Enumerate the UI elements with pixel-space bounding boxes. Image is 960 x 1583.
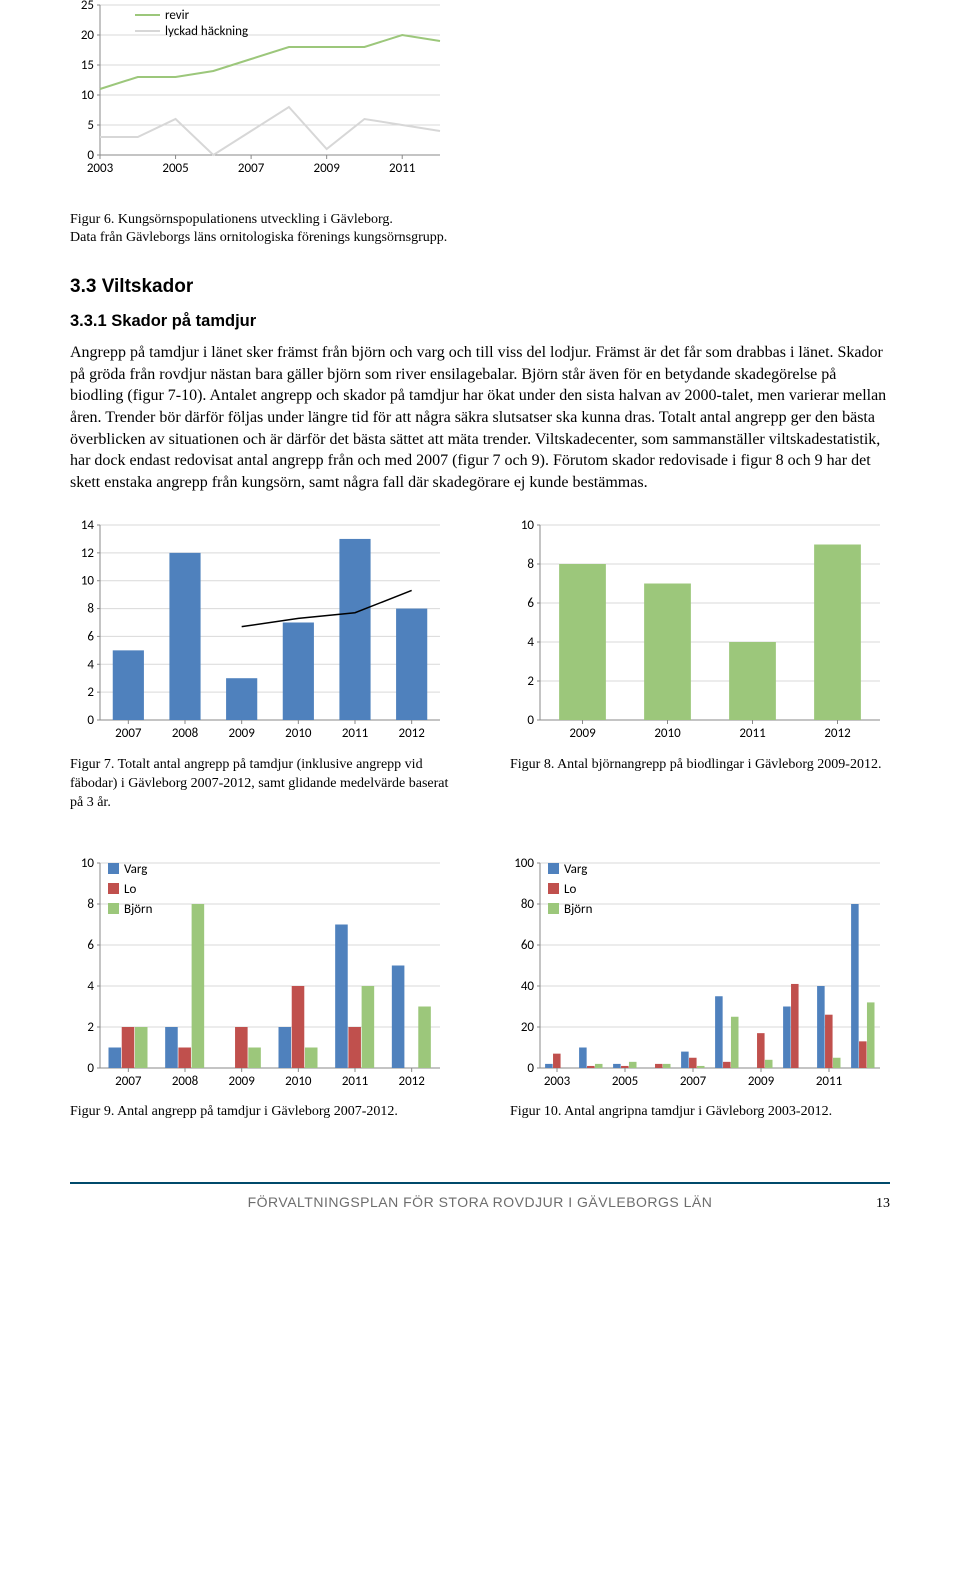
svg-text:80: 80 <box>521 897 535 912</box>
svg-text:40: 40 <box>521 979 535 994</box>
footer-rule <box>70 1182 890 1184</box>
svg-text:lyckad häckning: lyckad häckning <box>165 24 248 39</box>
svg-text:2011: 2011 <box>342 1074 368 1089</box>
svg-text:4: 4 <box>87 658 94 673</box>
fig7-chart: 0 2 4 6 8 10 12 14 2007 2008 2009 2010 2011 2012 <box>70 515 450 752</box>
svg-text:2008: 2008 <box>172 726 199 741</box>
footer-text: FÖRVALTNINGSPLAN FÖR STORA ROVDJUR I GÄV… <box>248 1194 713 1210</box>
svg-text:2007: 2007 <box>115 1074 142 1089</box>
svg-text:4: 4 <box>527 635 534 650</box>
svg-text:revir: revir <box>165 8 190 23</box>
svg-text:2011: 2011 <box>389 161 415 176</box>
svg-text:2009: 2009 <box>313 161 340 176</box>
svg-text:10: 10 <box>521 518 535 533</box>
svg-text:60: 60 <box>521 938 535 953</box>
svg-text:15: 15 <box>81 58 94 73</box>
svg-text:6: 6 <box>87 630 94 645</box>
svg-text:Lo: Lo <box>124 882 136 897</box>
svg-text:8: 8 <box>87 897 94 912</box>
svg-text:0: 0 <box>87 713 94 728</box>
svg-text:8: 8 <box>527 557 534 572</box>
svg-text:10: 10 <box>81 574 95 589</box>
fig7-caption: Figur 7. Totalt antal angrepp på tamdjur… <box>70 756 450 813</box>
svg-text:Lo: Lo <box>564 882 576 897</box>
svg-text:6: 6 <box>87 938 94 953</box>
section-heading: 3.3 Viltskador <box>70 274 890 300</box>
svg-text:25: 25 <box>81 0 94 13</box>
svg-text:10: 10 <box>81 856 95 871</box>
svg-text:6: 6 <box>527 596 534 611</box>
svg-text:2010: 2010 <box>285 726 312 741</box>
svg-text:0: 0 <box>527 1061 534 1076</box>
fig6-chart: 051015202520032005200720092011revirlycka… <box>70 0 890 207</box>
svg-text:10: 10 <box>81 88 95 103</box>
svg-text:2009: 2009 <box>228 726 255 741</box>
svg-text:2011: 2011 <box>342 726 368 741</box>
svg-text:14: 14 <box>81 518 95 533</box>
svg-text:2: 2 <box>87 686 94 701</box>
svg-text:2009: 2009 <box>748 1074 775 1089</box>
fig9-caption: Figur 9. Antal angrepp på tamdjur i Gävl… <box>70 1103 450 1122</box>
svg-text:2011: 2011 <box>739 726 765 741</box>
svg-text:2009: 2009 <box>228 1074 255 1089</box>
svg-text:5: 5 <box>87 118 94 133</box>
svg-text:2008: 2008 <box>172 1074 199 1089</box>
svg-text:8: 8 <box>87 602 94 617</box>
fig10-chart: 0 20 40 60 80 100 2003 2005 2007 2009 2011 Varg Lo Bj… <box>510 853 890 1100</box>
svg-text:4: 4 <box>87 979 94 994</box>
svg-text:2007: 2007 <box>680 1074 707 1089</box>
fig9-chart: 0 2 4 6 8 10 2007 2008 2009 2010 2011 2012 Varg Lo Bjö… <box>70 853 450 1100</box>
svg-text:Björn: Björn <box>124 902 153 917</box>
svg-text:20: 20 <box>521 1020 535 1035</box>
svg-text:2: 2 <box>87 1020 94 1035</box>
svg-text:2007: 2007 <box>238 161 265 176</box>
svg-text:2012: 2012 <box>824 726 851 741</box>
svg-text:2012: 2012 <box>398 1074 425 1089</box>
svg-text:2007: 2007 <box>115 726 142 741</box>
svg-text:100: 100 <box>514 856 534 871</box>
svg-text:20: 20 <box>81 28 95 43</box>
svg-text:2003: 2003 <box>87 161 114 176</box>
body-paragraph: Angrepp på tamdjur i länet sker främst f… <box>70 342 890 493</box>
svg-text:2010: 2010 <box>285 1074 312 1089</box>
svg-text:2009: 2009 <box>569 726 596 741</box>
fig8-chart: 0 2 4 6 8 10 2009 2010 2011 2012 <box>510 515 890 752</box>
fig6-caption: Figur 6. Kungsörnspopulationens utveckli… <box>70 211 890 249</box>
svg-text:2003: 2003 <box>544 1074 571 1089</box>
svg-text:2005: 2005 <box>612 1074 638 1089</box>
subsection-heading: 3.3.1 Skador på tamdjur <box>70 310 890 332</box>
fig10-caption: Figur 10. Antal angripna tamdjur i Gävle… <box>510 1103 890 1122</box>
svg-text:0: 0 <box>527 713 534 728</box>
svg-text:2012: 2012 <box>398 726 425 741</box>
svg-text:12: 12 <box>81 546 95 561</box>
svg-text:0: 0 <box>87 1061 94 1076</box>
svg-text:2: 2 <box>527 674 534 689</box>
page-number: 13 <box>876 1195 890 1214</box>
svg-text:Varg: Varg <box>564 862 587 877</box>
svg-text:2011: 2011 <box>816 1074 842 1089</box>
svg-text:Björn: Björn <box>564 902 593 917</box>
svg-text:2010: 2010 <box>654 726 681 741</box>
svg-text:Varg: Varg <box>124 862 147 877</box>
fig8-caption: Figur 8. Antal björnangrepp på biodlinga… <box>510 756 890 775</box>
svg-text:2005: 2005 <box>162 161 188 176</box>
